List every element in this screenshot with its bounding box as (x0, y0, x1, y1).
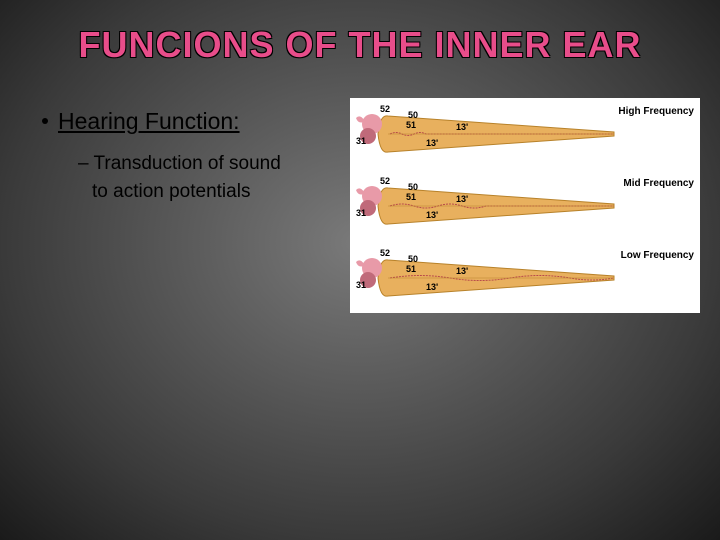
num-31: 31 (356, 280, 366, 290)
bullet-dot-icon (42, 118, 48, 124)
num-31: 31 (356, 136, 366, 146)
num-13b: 13' (426, 210, 438, 220)
bullet-main-text: Hearing Function: (58, 108, 240, 134)
cochlea-mid-icon (354, 178, 624, 234)
label-high: High Frequency (618, 106, 694, 117)
num-51: 51 (406, 192, 416, 202)
num-52: 52 (380, 104, 390, 114)
cochlea-low-icon (354, 250, 624, 306)
num-50: 50 (408, 254, 418, 264)
label-low: Low Frequency (621, 250, 694, 261)
num-31: 31 (356, 208, 366, 218)
num-13a: 13' (456, 122, 468, 132)
panel-low-frequency: Low Frequency 52 50 51 31 13' 13' (350, 242, 700, 312)
bullet-sub: – Transduction of sound to action potent… (78, 150, 281, 205)
panel-mid-frequency: Mid Frequency 52 50 51 31 13' 13' (350, 170, 700, 240)
num-50: 50 (408, 182, 418, 192)
num-52: 52 (380, 248, 390, 258)
num-50: 50 (408, 110, 418, 120)
cochlea-high-icon (354, 106, 624, 162)
num-13b: 13' (426, 282, 438, 292)
num-13b: 13' (426, 138, 438, 148)
panel-high-frequency: High Frequency 52 50 51 31 13' 13' (350, 98, 700, 168)
num-51: 51 (406, 120, 416, 130)
sub-line-1: – Transduction of sound (78, 150, 281, 178)
num-51: 51 (406, 264, 416, 274)
bullet-main: Hearing Function: (42, 108, 240, 135)
num-13a: 13' (456, 194, 468, 204)
cochlea-diagram: High Frequency 52 50 51 31 13' 13' Mid F… (350, 98, 700, 313)
num-52: 52 (380, 176, 390, 186)
num-13a: 13' (456, 266, 468, 276)
slide-title: FUNCIONS OF THE INNER EAR (0, 24, 720, 66)
sub-line-2: to action potentials (78, 178, 281, 206)
label-mid: Mid Frequency (623, 178, 694, 189)
